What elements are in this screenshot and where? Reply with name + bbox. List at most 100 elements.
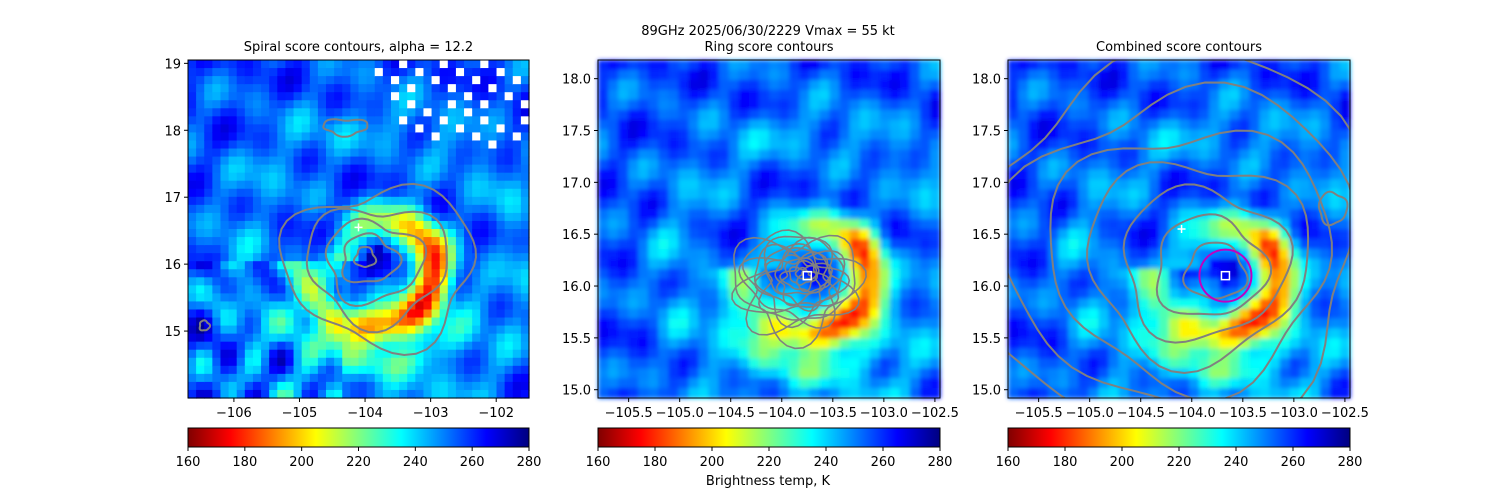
- heatmap-cell: [1098, 99, 1110, 111]
- heatmap-cell: [188, 301, 197, 311]
- heatmap-cell: [415, 277, 425, 286]
- heatmap-cell: [407, 277, 416, 286]
- heatmap-cell: [1189, 119, 1200, 131]
- heatmap-cell: [879, 298, 891, 310]
- heatmap-cell: [464, 172, 473, 182]
- heatmap-cell: [342, 148, 351, 158]
- heatmap-cell: [598, 258, 609, 270]
- heatmap-cell: [809, 368, 820, 379]
- heatmap-cell: [638, 109, 649, 121]
- heatmap-cell: [698, 129, 710, 141]
- heatmap-cell: [342, 76, 351, 85]
- heatmap-cell: [496, 124, 506, 134]
- heatmap-cell: [829, 119, 841, 131]
- heatmap-cell: [628, 109, 639, 121]
- heatmap-cell: [382, 212, 392, 222]
- heatmap-cell: [618, 139, 629, 151]
- heatmap-cell: [1138, 268, 1150, 280]
- heatmap-cell: [658, 149, 670, 161]
- heatmap-cell: [1048, 348, 1059, 359]
- heatmap-cell: [1008, 89, 1019, 101]
- heatmap-cell: [399, 212, 408, 222]
- heatmap-cell: [658, 348, 670, 359]
- heatmap-cell: [1138, 139, 1150, 151]
- heatmap-cell: [1038, 139, 1049, 151]
- heatmap-cell: [1319, 179, 1331, 190]
- heatmap-cell: [382, 148, 392, 158]
- heatmap-cell: [1148, 219, 1160, 230]
- heatmap-cell: [698, 199, 710, 210]
- heatmap-cell: [358, 381, 368, 391]
- heatmap-cell: [899, 388, 911, 399]
- heatmap-cell: [520, 253, 530, 262]
- heatmap-cell: [1199, 248, 1210, 260]
- heatmap-cell: [1148, 298, 1160, 310]
- heatmap-cell: [1279, 219, 1291, 230]
- heatmap-cell: [317, 277, 327, 286]
- heatmap-cell: [1018, 318, 1029, 330]
- heatmap-cell: [439, 196, 449, 206]
- heatmap-cell: [236, 84, 246, 93]
- heatmap-cell: [628, 298, 639, 310]
- heatmap-cell: [464, 365, 473, 375]
- heatmap-cell: [779, 109, 790, 121]
- heatmap-cell: [309, 180, 319, 190]
- heatmap-cell: [382, 261, 392, 270]
- heatmap-cell: [758, 199, 770, 210]
- heatmap-cell: [374, 180, 384, 190]
- heatmap-cell: [1038, 268, 1049, 280]
- heatmap-cell: [1058, 179, 1069, 190]
- heatmap-cell: [688, 308, 700, 320]
- heatmap-cell: [1098, 368, 1110, 379]
- heatmap-cell: [1118, 199, 1130, 210]
- x-tick-label: −105.5: [605, 406, 653, 421]
- contour-line: [774, 254, 833, 307]
- heatmap-cell: [342, 285, 351, 294]
- heatmap-cell: [608, 99, 619, 111]
- heatmap-cell: [1068, 209, 1080, 220]
- heatmap-cell: [1229, 60, 1240, 71]
- heatmap-cell: [1088, 318, 1100, 330]
- colorbar-tick-label: 240: [403, 455, 428, 470]
- heatmap-cell: [598, 219, 609, 230]
- heatmap-cell: [1168, 238, 1180, 250]
- heatmap-cell: [447, 349, 457, 359]
- heatmap-cell: [464, 381, 473, 391]
- heatmap-cell: [366, 148, 376, 158]
- heatmap-cell: [748, 189, 760, 200]
- heatmap-cell: [244, 357, 254, 367]
- heatmap-cell: [480, 108, 490, 117]
- heatmap-cell: [309, 349, 319, 359]
- heatmap-cell: [382, 180, 392, 190]
- heatmap-cell: [512, 60, 522, 69]
- heatmap-cell: [1088, 159, 1100, 170]
- heatmap-cell: [1088, 368, 1100, 379]
- heatmap-cell: [799, 69, 810, 81]
- heatmap-cell: [431, 100, 441, 109]
- heatmap-cell: [1148, 89, 1160, 101]
- heatmap-cell: [269, 108, 278, 117]
- heatmap-cell: [1098, 179, 1110, 190]
- heatmap-cell: [447, 76, 457, 85]
- heatmap-cell: [439, 108, 449, 117]
- heatmap-cell: [909, 119, 921, 131]
- heatmap-cell: [1299, 278, 1311, 290]
- heatmap-cell: [1339, 348, 1351, 359]
- heatmap-cell: [1158, 238, 1170, 250]
- heatmap-cell: [668, 308, 680, 320]
- heatmap-cell: [698, 179, 710, 190]
- heatmap-cell: [1239, 219, 1251, 230]
- heatmap-cell: [455, 84, 465, 93]
- heatmap-cell: [859, 159, 871, 170]
- heatmap-cell: [1028, 258, 1039, 270]
- heatmap-cell: [196, 349, 205, 359]
- heatmap-cell: [269, 92, 278, 101]
- heatmap-cell: [326, 301, 335, 311]
- heatmap-cell: [658, 119, 670, 131]
- heatmap-cell: [415, 140, 425, 150]
- heatmap-cell: [326, 92, 335, 101]
- heatmap-cell: [504, 116, 514, 125]
- heatmap-cell: [1339, 308, 1351, 320]
- heatmap-cell: [188, 269, 197, 278]
- heatmap-cell: [1098, 288, 1110, 300]
